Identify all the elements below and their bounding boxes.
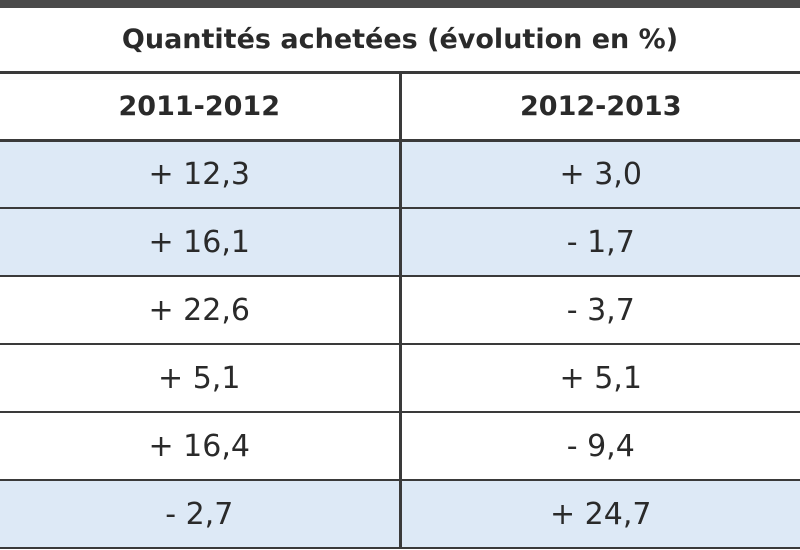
table-row: + 5,1 + 5,1 bbox=[0, 344, 800, 413]
table-cell: + 12,3 bbox=[0, 140, 402, 209]
table-cell: - 1,7 bbox=[400, 208, 800, 277]
table-cell: + 16,1 bbox=[0, 208, 402, 277]
table-row: + 16,4- 9,4 bbox=[0, 412, 800, 481]
title-row: Quantités achetées (évolution en %) bbox=[0, 8, 800, 74]
table-cell: - 2,7 bbox=[0, 480, 402, 549]
table-title: Quantités achetées (évolution en %) bbox=[0, 8, 800, 74]
table-cell: + 16,4 bbox=[0, 412, 402, 481]
table-body: + 12,3 + 3,0 + 16,1- 1,7 + 22,6- 3,7 + 5,1 + … bbox=[0, 140, 800, 549]
table-cell: - 9,4 bbox=[400, 412, 800, 481]
column-header: 2012-2013 bbox=[400, 72, 800, 142]
table-cell: + 5,1 bbox=[0, 344, 402, 413]
table-cell: + 5,1 bbox=[400, 344, 800, 413]
table-row: + 22,6- 3,7 bbox=[0, 276, 800, 345]
table-row: + 16,1- 1,7 bbox=[0, 208, 800, 277]
table-row: + 12,3 + 3,0 bbox=[0, 140, 800, 209]
table-cell: - 3,7 bbox=[400, 276, 800, 345]
table-head: Quantités achetées (évolution en %) 2011… bbox=[0, 8, 800, 142]
table-cell: + 24,7 bbox=[400, 480, 800, 549]
header-row: 2011-2012 2012-2013 bbox=[0, 72, 800, 142]
data-table: Quantités achetées (évolution en %) 2011… bbox=[0, 8, 800, 549]
table-cell: + 22,6 bbox=[0, 276, 402, 345]
column-header: 2011-2012 bbox=[0, 72, 402, 142]
table-row: - 2,7 + 24,7 bbox=[0, 480, 800, 549]
table-cell: + 3,0 bbox=[400, 140, 800, 209]
